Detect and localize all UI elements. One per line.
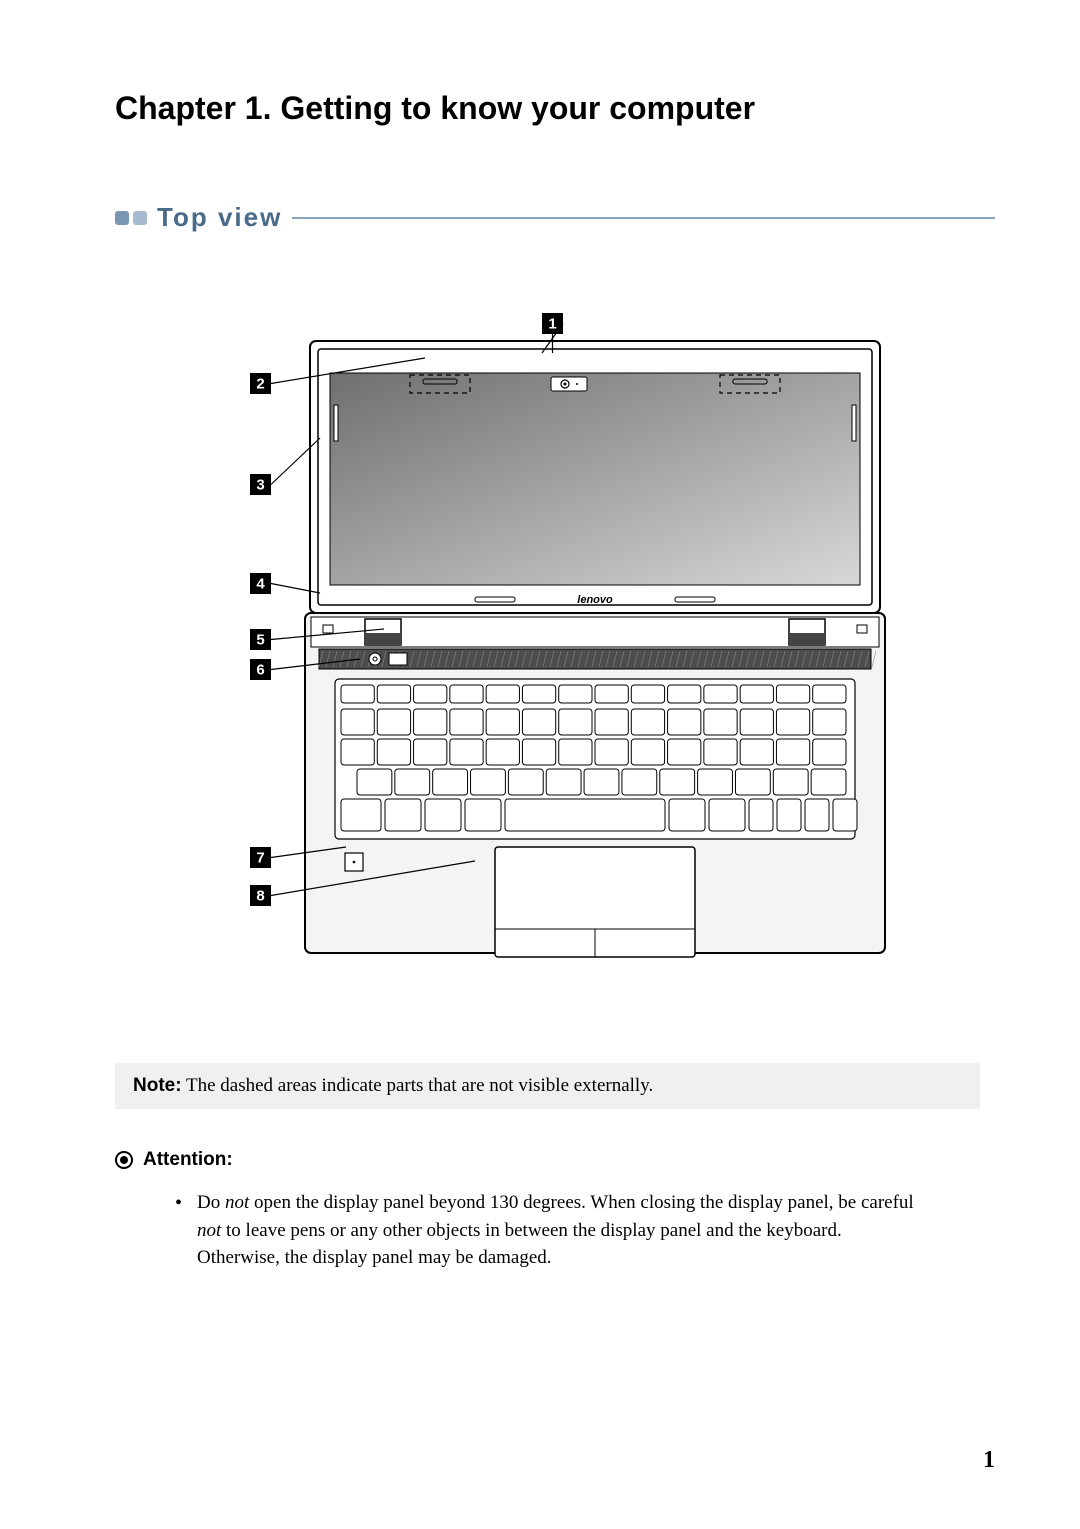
- svg-text:4: 4: [256, 576, 265, 593]
- section-header: Top view: [85, 202, 995, 233]
- attention-em: not: [225, 1192, 249, 1213]
- laptop-illustration: lenovo 1 2 3 4 5 6 7 8: [190, 313, 890, 973]
- note-label: Note:: [133, 1075, 182, 1096]
- svg-text:1: 1: [548, 316, 556, 333]
- attention-em: not: [197, 1220, 221, 1241]
- section-title: Top view: [157, 202, 282, 233]
- attention-text: to leave pens or any other objects in be…: [197, 1220, 842, 1269]
- attention-label: Attention:: [143, 1149, 233, 1171]
- section-bullets-icon: [115, 211, 147, 225]
- attention-header: Attention:: [85, 1149, 995, 1171]
- attention-text: open the display panel beyond 130 degree…: [249, 1192, 913, 1213]
- attention-list: Do not open the display panel beyond 130…: [85, 1189, 995, 1272]
- svg-text:5: 5: [256, 632, 264, 649]
- chapter-title: Chapter 1. Getting to know your computer: [85, 90, 995, 127]
- note-text: The dashed areas indicate parts that are…: [186, 1075, 653, 1096]
- attention-item: Do not open the display panel beyond 130…: [175, 1189, 920, 1272]
- laptop-top-view-diagram: lenovo 1 2 3 4 5 6 7 8: [85, 313, 995, 973]
- svg-text:6: 6: [256, 662, 264, 679]
- attention-icon: [115, 1151, 133, 1169]
- svg-text:2: 2: [256, 376, 264, 393]
- bullet-square-icon: [115, 211, 129, 225]
- attention-text: Do: [197, 1192, 225, 1213]
- page-number: 1: [983, 1447, 995, 1474]
- bullet-square-icon: [133, 211, 147, 225]
- section-divider: [292, 217, 995, 219]
- svg-text:8: 8: [256, 888, 264, 905]
- svg-text:lenovo: lenovo: [577, 594, 613, 606]
- svg-text:3: 3: [256, 477, 264, 494]
- note-box: Note: The dashed areas indicate parts th…: [115, 1063, 980, 1109]
- svg-text:7: 7: [256, 850, 264, 867]
